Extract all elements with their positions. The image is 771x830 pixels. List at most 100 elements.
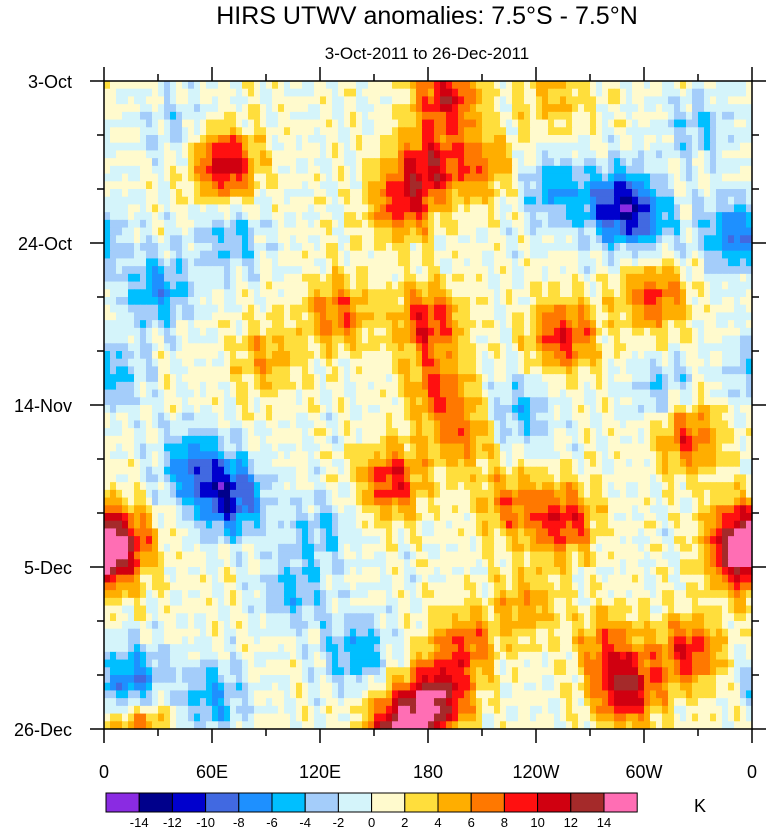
heatmap-cell [332, 96, 339, 105]
heatmap-cell [272, 273, 279, 283]
heatmap-cell [218, 428, 225, 437]
heatmap-cell [494, 374, 501, 383]
heatmap-cell [488, 96, 495, 105]
heatmap-cell [548, 189, 555, 198]
heatmap-cell [170, 243, 177, 252]
heatmap-cell [668, 312, 675, 321]
heatmap-cell [284, 366, 291, 375]
heatmap-cell [464, 181, 471, 190]
heatmap-cell [104, 343, 111, 352]
heatmap-cell [602, 366, 609, 375]
heatmap-cell [590, 366, 597, 375]
heatmap-cell [110, 127, 117, 136]
heatmap-cell [332, 389, 339, 398]
heatmap-cell [668, 212, 675, 221]
heatmap-cell [188, 196, 195, 206]
heatmap-cell [200, 119, 207, 128]
heatmap-cell [272, 243, 279, 252]
heatmap-cell [464, 428, 471, 437]
heatmap-cell [116, 189, 123, 198]
heatmap-cell [644, 397, 651, 406]
heatmap-cell [110, 435, 117, 445]
heatmap-cell [164, 304, 171, 314]
heatmap-cell [428, 181, 435, 190]
heatmap-cell [242, 343, 249, 352]
heatmap-cell [542, 297, 549, 306]
heatmap-cell [320, 243, 327, 252]
heatmap-cell [746, 243, 753, 252]
heatmap-cell [110, 243, 117, 252]
heatmap-cell [140, 150, 147, 159]
heatmap-cell [242, 289, 249, 298]
heatmap-cell [380, 258, 387, 267]
heatmap-cell [692, 381, 699, 391]
heatmap-cell [272, 281, 279, 290]
heatmap-cell [728, 212, 735, 221]
heatmap-cell [680, 304, 687, 314]
heatmap-cell [542, 227, 549, 236]
heatmap-cell [356, 196, 363, 206]
heatmap-cell [488, 258, 495, 267]
heatmap-cell [416, 428, 423, 437]
heatmap-cell [446, 327, 453, 337]
heatmap-cell [386, 281, 393, 290]
heatmap-cell [674, 335, 681, 344]
heatmap-cell [746, 281, 753, 290]
heatmap-cell [158, 243, 165, 252]
heatmap-cell [644, 273, 651, 283]
heatmap-cell [182, 250, 189, 260]
heatmap-cell [740, 420, 747, 429]
heatmap-cell [278, 266, 285, 275]
heatmap-cell [374, 405, 381, 414]
heatmap-cell [578, 243, 585, 252]
heatmap-cell [578, 327, 585, 337]
heatmap-cell [194, 165, 201, 175]
heatmap-cell [536, 158, 543, 167]
heatmap-cell [314, 412, 321, 422]
heatmap-cell [740, 304, 747, 314]
heatmap-cell [584, 111, 591, 121]
heatmap-cell [326, 335, 333, 344]
heatmap-cell [494, 304, 501, 314]
heatmap-cell [392, 273, 399, 283]
heatmap-cell [746, 381, 753, 391]
heatmap-cell [608, 389, 615, 398]
heatmap-cell [560, 181, 567, 190]
heatmap-cell [668, 420, 675, 429]
heatmap-cell [158, 297, 165, 306]
heatmap-cell [380, 235, 387, 244]
heatmap-cell [188, 397, 195, 406]
heatmap-cell [266, 135, 273, 144]
heatmap-cell [122, 219, 129, 229]
heatmap-cell [284, 142, 291, 152]
heatmap-cell [116, 111, 123, 121]
heatmap-cell [428, 258, 435, 267]
heatmap-cell [272, 235, 279, 244]
heatmap-cell [626, 219, 633, 229]
heatmap-cell [428, 297, 435, 306]
heatmap-cell [380, 88, 387, 98]
heatmap-cell [698, 273, 705, 283]
heatmap-cell [326, 142, 333, 152]
heatmap-cell [626, 420, 633, 429]
heatmap-cell [230, 119, 237, 128]
heatmap-cell [434, 88, 441, 98]
heatmap-cell [374, 111, 381, 121]
heatmap-cell [476, 358, 483, 368]
heatmap-cell [668, 397, 675, 406]
heatmap-cell [122, 135, 129, 144]
heatmap-cell [362, 142, 369, 152]
heatmap-cell [434, 181, 441, 190]
heatmap-cell [242, 212, 249, 221]
heatmap-cell [686, 343, 693, 352]
heatmap-cell [104, 289, 111, 298]
heatmap-cell [716, 142, 723, 152]
heatmap-cell [260, 204, 267, 213]
heatmap-cell [278, 312, 285, 321]
heatmap-cell [662, 297, 669, 306]
heatmap-cell [170, 150, 177, 159]
heatmap-cell [470, 173, 477, 182]
heatmap-cell [224, 366, 231, 375]
heatmap-cell [518, 88, 525, 98]
heatmap-cell [428, 327, 435, 337]
